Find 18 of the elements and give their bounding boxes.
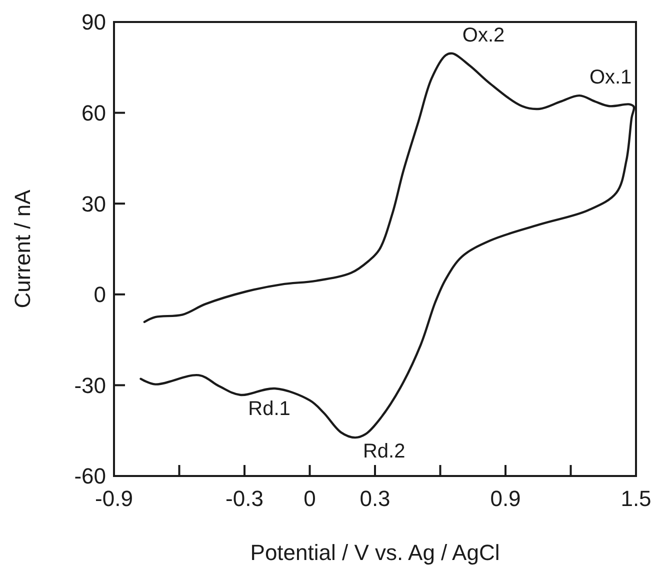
x-tick-label: -0.9 [95,486,133,511]
x-tick-label: 1.5 [620,486,652,511]
annotation: Ox.2 [462,24,505,46]
annotation: Rd.2 [362,440,406,463]
x-tick-label: 0.9 [490,486,521,511]
y-tick-label: 60 [82,100,106,126]
x-tick-label: -0.3 [226,486,264,511]
y-tick-label: 30 [82,191,106,216]
y-tick-label: -60 [74,464,106,489]
annotation: Ox.1 [589,66,632,89]
y-axis-title: Current / nA [10,189,35,308]
annotation: Rd.1 [248,398,290,420]
x-tick-label: 0.3 [360,486,390,511]
y-tick-label: -30 [74,372,106,398]
x-tick-label: 0 [304,486,316,511]
y-tick-label: 0 [94,282,106,308]
y-tick-label: 90 [82,10,106,35]
x-axis-title: Potential / V vs. Ag / AgCl [250,540,500,565]
